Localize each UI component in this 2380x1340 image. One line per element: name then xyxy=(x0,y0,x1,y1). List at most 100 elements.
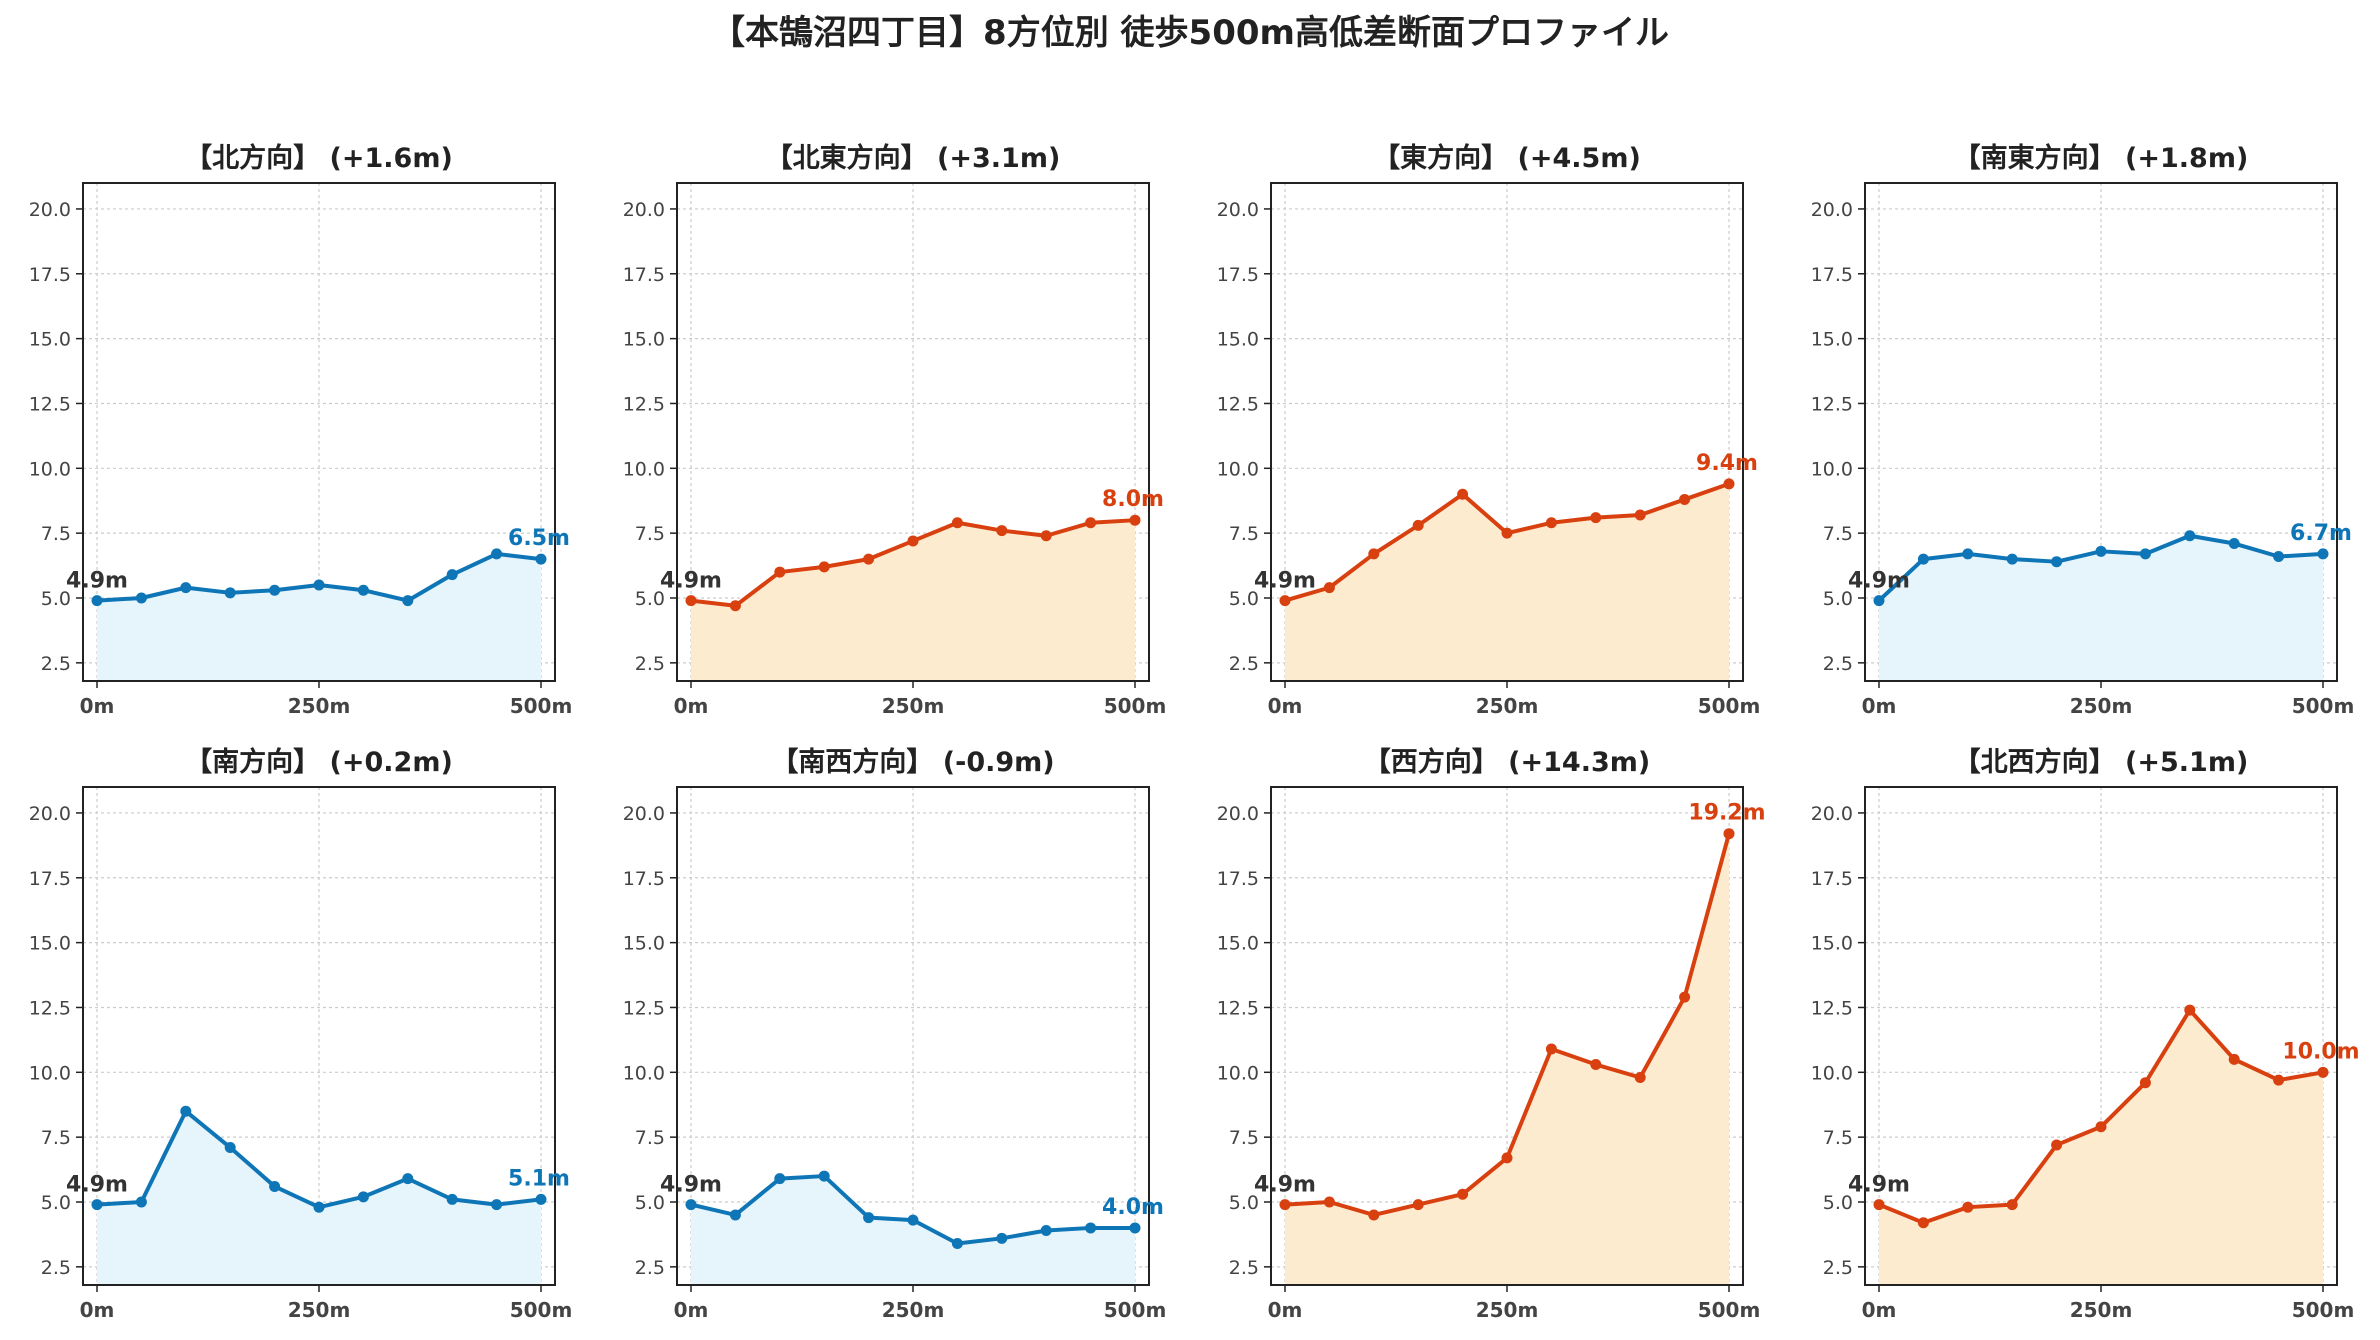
data-point xyxy=(2139,1077,2151,1089)
data-point xyxy=(685,595,697,607)
panel-6: 【西方向】 (+14.3m) 2.5 5.0 7.5 10.0 12.5 15.0 17.5 2… xyxy=(1217,746,1766,1322)
data-point xyxy=(357,584,369,596)
data-point xyxy=(224,1142,236,1154)
data-point xyxy=(2317,1066,2329,1078)
x-tick-label: 500m xyxy=(2292,1298,2355,1322)
area-fill xyxy=(1285,483,1729,681)
data-point xyxy=(2051,1139,2063,1151)
y-tick-label: 12.5 xyxy=(1217,393,1259,415)
y-tick-label: 17.5 xyxy=(29,868,71,890)
data-point xyxy=(2228,1053,2240,1065)
y-tick-label: 2.5 xyxy=(1229,653,1259,675)
data-point xyxy=(1501,1152,1513,1164)
y-tick-label: 15.0 xyxy=(1217,933,1259,955)
data-point xyxy=(1873,595,1885,607)
data-point xyxy=(2184,1004,2196,1016)
panel-7: 【北西方向】 (+5.1m) 2.5 5.0 7.5 10.0 12.5 15.0 17.5 2… xyxy=(1811,746,2360,1322)
data-point xyxy=(446,569,458,581)
y-tick-label: 5.0 xyxy=(635,1192,665,1214)
y-tick-label: 20.0 xyxy=(1217,803,1259,825)
data-point xyxy=(2317,548,2329,560)
data-point xyxy=(951,517,963,529)
data-point xyxy=(1368,548,1380,560)
y-tick-label: 2.5 xyxy=(1229,1257,1259,1279)
data-point xyxy=(1323,582,1335,594)
y-tick-label: 2.5 xyxy=(1823,1257,1853,1279)
area-fill xyxy=(97,1111,541,1285)
data-point xyxy=(313,1201,325,1213)
panel-title: 【西方向】 (+14.3m) xyxy=(1364,746,1650,778)
x-tick-label: 500m xyxy=(1104,694,1167,718)
y-tick-label: 17.5 xyxy=(1217,868,1259,890)
y-tick-label: 17.5 xyxy=(29,264,71,286)
data-point xyxy=(1457,488,1469,500)
x-tick-label: 0m xyxy=(674,1298,709,1322)
data-point xyxy=(1679,493,1691,505)
x-tick-label: 0m xyxy=(1268,1298,1303,1322)
y-tick-label: 20.0 xyxy=(1217,199,1259,221)
y-tick-label: 15.0 xyxy=(623,329,665,351)
data-point xyxy=(1040,530,1052,542)
y-tick-label: 10.0 xyxy=(623,1062,665,1084)
y-tick-label: 12.5 xyxy=(29,997,71,1019)
data-point xyxy=(91,1199,103,1211)
end-elevation-label: 9.4m xyxy=(1696,451,1758,476)
data-point xyxy=(1679,991,1691,1003)
data-point xyxy=(135,1196,147,1208)
panel-title: 【東方向】 (+4.5m) xyxy=(1373,142,1641,174)
x-tick-label: 250m xyxy=(882,1298,945,1322)
data-point xyxy=(1545,517,1557,529)
y-tick-label: 12.5 xyxy=(1811,997,1853,1019)
data-point xyxy=(2006,553,2018,565)
data-point xyxy=(863,1212,875,1224)
data-point xyxy=(1279,1199,1291,1211)
y-tick-label: 12.5 xyxy=(623,997,665,1019)
data-point xyxy=(1085,1222,1097,1234)
x-tick-label: 250m xyxy=(2070,694,2133,718)
x-tick-label: 0m xyxy=(80,694,115,718)
data-point xyxy=(2095,1121,2107,1133)
area-fill xyxy=(1879,535,2323,681)
y-tick-label: 12.5 xyxy=(1217,997,1259,1019)
x-tick-label: 250m xyxy=(288,1298,351,1322)
y-tick-label: 12.5 xyxy=(1811,393,1853,415)
y-tick-label: 10.0 xyxy=(1811,458,1853,480)
y-tick-label: 7.5 xyxy=(635,523,665,545)
x-tick-label: 250m xyxy=(1476,694,1539,718)
x-tick-label: 250m xyxy=(1476,1298,1539,1322)
start-elevation-label: 4.9m xyxy=(66,1173,128,1198)
x-tick-label: 500m xyxy=(2292,694,2355,718)
data-point xyxy=(1634,509,1646,521)
area-fill xyxy=(97,553,541,681)
end-elevation-label: 10.0m xyxy=(2282,1039,2359,1064)
y-tick-label: 12.5 xyxy=(623,393,665,415)
start-elevation-label: 4.9m xyxy=(66,569,128,594)
start-elevation-label: 4.9m xyxy=(1848,569,1910,594)
panel-0: 【北方向】 (+1.6m) 2.5 5.0 7.5 10.0 12.5 15.0 17.5 20… xyxy=(29,142,573,718)
y-tick-label: 15.0 xyxy=(29,933,71,955)
data-point xyxy=(729,1209,741,1221)
panel-title: 【南西方向】 (-0.9m) xyxy=(771,746,1054,778)
data-point xyxy=(863,553,875,565)
y-tick-label: 17.5 xyxy=(623,868,665,890)
y-tick-label: 15.0 xyxy=(1217,329,1259,351)
data-point xyxy=(1129,1222,1141,1234)
data-point xyxy=(1457,1188,1469,1200)
data-point xyxy=(1962,548,1974,560)
area-fill xyxy=(691,1176,1135,1285)
y-tick-label: 5.0 xyxy=(1823,1192,1853,1214)
y-tick-label: 5.0 xyxy=(41,588,71,610)
area-fill xyxy=(1285,833,1729,1285)
data-point xyxy=(2273,1074,2285,1086)
end-elevation-label: 19.2m xyxy=(1688,801,1765,826)
data-point xyxy=(491,548,503,560)
data-point xyxy=(1040,1225,1052,1237)
y-tick-label: 17.5 xyxy=(623,264,665,286)
data-point xyxy=(2051,556,2063,568)
panel-2: 【東方向】 (+4.5m) 2.5 5.0 7.5 10.0 12.5 15.0 17.5 20… xyxy=(1217,142,1761,718)
y-tick-label: 17.5 xyxy=(1217,264,1259,286)
data-point xyxy=(1545,1043,1557,1055)
data-point xyxy=(2228,538,2240,550)
data-point xyxy=(1917,553,1929,565)
data-point xyxy=(818,1170,830,1182)
